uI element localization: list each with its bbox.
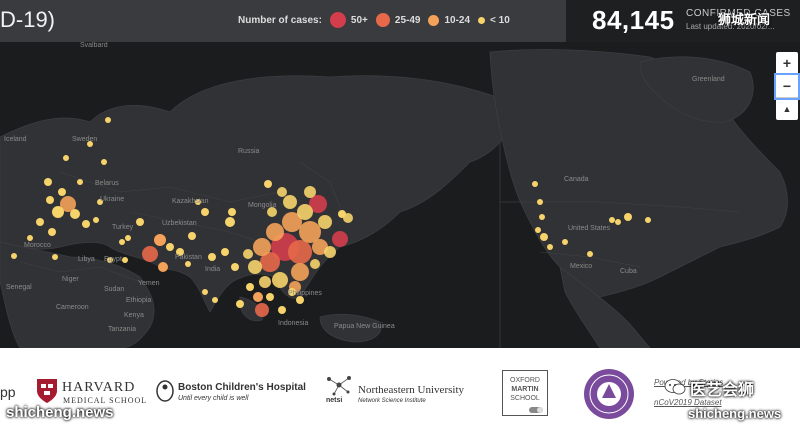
legend-item-10-24: 10-24 [428,14,471,26]
map-label: Greenland [692,76,725,83]
map-zoom-controls: + − ▲ [774,52,800,120]
legend-dot-50plus [329,12,346,28]
dataset-line-2[interactable]: nCoV2019 Dataset [654,398,722,407]
map-label: Sweden [72,136,98,143]
netsi-network-icon [327,376,351,396]
bch-subtitle: Until every child is well [178,395,249,402]
map-label: United States [568,225,611,232]
app-text-fragment: pp [0,384,16,400]
map-label: Indonesia [278,320,309,327]
legend-label: Number of cases: [238,14,322,26]
map-label: Kazakhstan [172,198,209,205]
map-label: Pakistan [175,254,202,261]
map-label: Mongolia [248,202,277,209]
confirmed-cases-panel: 84,145 CONFIRMED CASES Last updated: 202… [566,0,800,44]
map-label: Kenya [124,312,144,319]
map-label: Yemen [138,280,160,287]
legend-dot-10-24 [428,14,440,26]
legend-item-50plus: 50+ [329,12,368,28]
world-map[interactable]: Svalbard Greenland Iceland Sweden Russia… [0,42,800,348]
oxford-martin-logo: OXFORD MARTIN SCHOOL [502,370,548,416]
map-canvas[interactable] [0,42,800,348]
map-label: Ukraine [100,196,125,203]
map-label: Sudan [104,286,125,293]
bch-name: Boston Children's Hospital [178,382,306,393]
case-legend: Number of cases: 50+ 25-49 10-24 < 10 [238,10,518,30]
harvard-subtitle: MEDICAL SCHOOL [63,396,148,405]
legend-item-label: 25-49 [394,14,421,26]
map-label: Senegal [6,284,32,291]
map-label: Papua New Guinea [334,323,395,330]
legend-item-25-49: 25-49 [375,13,421,27]
map-label: Svalbard [80,42,108,49]
map-label: Morocco [24,242,51,249]
netsi-subtitle: Network Science Institute [358,398,426,404]
map-label: Ethiopia [126,297,152,304]
map-label: Cuba [620,268,637,275]
legend-item-label: 50+ [350,14,368,26]
zoom-out-button[interactable]: − [774,73,800,100]
last-updated: Last updated: 2020/02/... [686,22,775,31]
case-bubbles[interactable] [11,117,651,317]
oxford-line-1: OXFORD [510,377,540,384]
bch-logo-icon [156,380,174,402]
dataset-line-1[interactable]: Powered by Stories [654,378,724,387]
legend-item-label: < 10 [490,14,510,26]
oxford-line-2: MARTIN [511,386,539,393]
map-label: Uzbekistan [162,220,197,227]
zoom-in-button[interactable]: + [776,52,798,75]
map-label: Egypt [104,256,122,263]
map-label: Canada [564,176,589,183]
watermark-left: shicheng.news [6,404,114,421]
map-label: Libya [78,256,95,263]
page-title: D-19) [0,7,56,32]
harvard-name: HARVARD [62,380,136,395]
legend-dot-lt10 [478,16,486,24]
watermark-right: shicheng.news [688,406,782,421]
confirmed-count: 84,145 [592,5,675,35]
harvard-shield-icon [37,379,57,403]
confirmed-label: CONFIRMED CASES [686,8,791,19]
toggle-icon [529,407,543,413]
map-label: Belarus [95,180,119,187]
legend-item-lt10: < 10 [478,15,510,26]
map-label: Mexico [570,263,593,270]
watermark-wechat: 医艺会狮 [690,382,755,399]
northeastern-name: Northeastern University [358,384,464,396]
oxford-line-3: SCHOOL [510,395,540,402]
reset-north-button[interactable]: ▲ [782,104,792,114]
map-label: Turkey [112,224,134,231]
map-label: Philippines [288,290,322,297]
watermark-top: 狮城新闻 [718,12,771,27]
legend-dot-25-49 [375,13,390,27]
map-label: Niger [62,276,79,283]
legend-item-label: 10-24 [444,14,471,26]
map-label: Cameroon [56,304,89,311]
wechat-icon [664,379,686,395]
tsinghua-seal-icon [584,369,634,419]
map-label: Iceland [4,136,27,143]
map-label: India [205,266,221,273]
map-label: Tanzania [108,326,137,333]
netsi-label: netsi [326,397,343,404]
map-label: Russia [238,148,260,155]
